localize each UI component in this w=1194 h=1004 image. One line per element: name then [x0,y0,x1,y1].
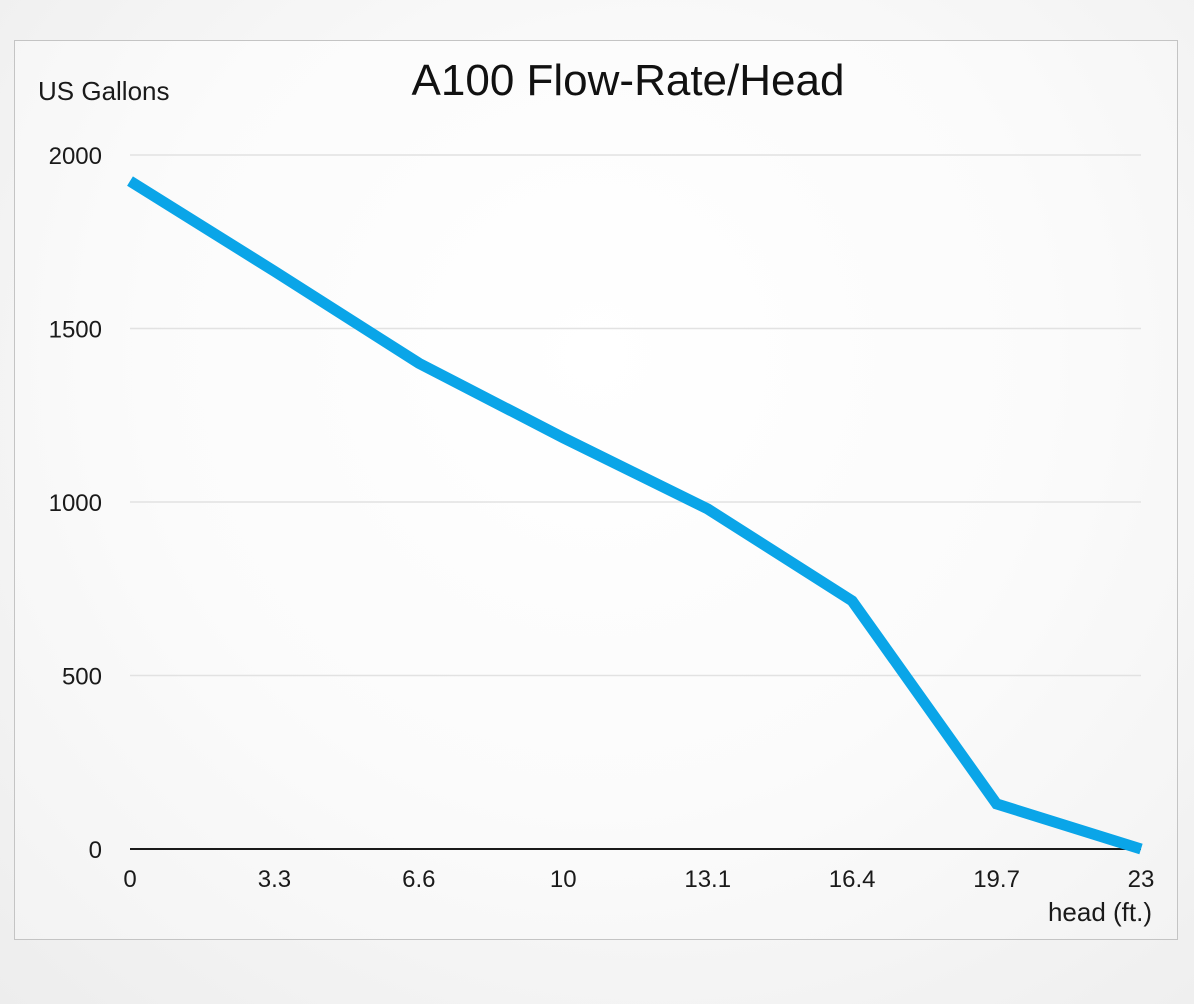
y-tick-label: 1500 [49,317,102,344]
y-tick-label: 2000 [49,143,102,170]
x-tick-label: 16.4 [829,866,876,893]
x-axis-label: head (ft.) [1048,897,1152,927]
y-tick-labels: 0 500 1000 1500 2000 [49,143,102,864]
gridlines [130,154,1141,677]
x-tick-label: 3.3 [258,866,291,893]
y-tick-label: 0 [89,837,102,864]
y-tick-label: 500 [62,664,102,691]
x-tick-label: 6.6 [402,866,435,893]
x-tick-label: 0 [123,866,136,893]
y-tick-label: 1000 [49,490,102,517]
chart-title: A100 Flow-Rate/Head [412,56,845,105]
x-tick-label: 13.1 [684,866,731,893]
x-tick-label: 23 [1128,866,1155,893]
x-tick-label: 10 [550,866,577,893]
y-axis-label: US Gallons [38,76,170,106]
x-tick-labels: 0 3.3 6.6 10 13.1 16.4 19.7 23 [123,866,1154,893]
series-line [127,176,1143,855]
series-group [127,176,1143,855]
x-tick-label: 19.7 [973,866,1020,893]
